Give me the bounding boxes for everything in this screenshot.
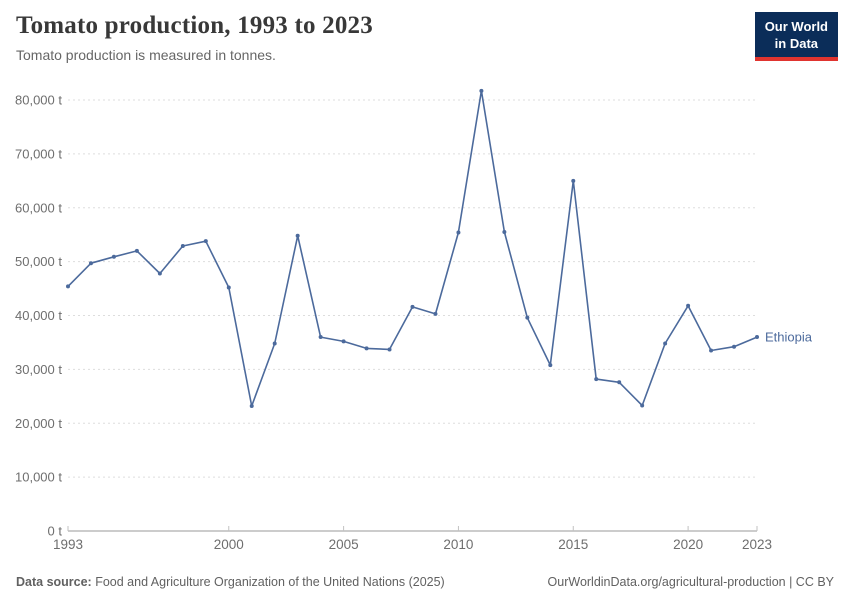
data-point[interactable]	[456, 230, 461, 235]
series-line-ethiopia[interactable]	[67, 90, 758, 407]
data-point[interactable]	[433, 311, 438, 316]
data-point[interactable]	[66, 284, 70, 289]
y-tick-label: 60,000 t	[15, 200, 62, 215]
data-point[interactable]	[203, 239, 208, 244]
data-point[interactable]	[755, 335, 759, 340]
y-tick-label: 70,000 t	[15, 146, 62, 161]
data-point[interactable]	[88, 261, 93, 266]
data-point[interactable]	[686, 303, 691, 308]
x-tick-label: 1993	[53, 537, 83, 552]
y-tick-label: 50,000 t	[15, 254, 62, 269]
data-point[interactable]	[272, 341, 277, 346]
chart-footer: Data source: Food and Agriculture Organi…	[16, 575, 834, 589]
series-label-ethiopia[interactable]: Ethiopia	[765, 330, 813, 345]
data-source-text: Food and Agriculture Organization of the…	[91, 575, 445, 589]
data-point[interactable]	[341, 339, 346, 344]
data-source-label: Data source:	[16, 575, 92, 589]
title-block: Tomato production, 1993 to 2023 Tomato p…	[16, 12, 373, 63]
data-point[interactable]	[732, 344, 737, 349]
data-point[interactable]	[502, 229, 507, 234]
y-tick-label: 40,000 t	[15, 308, 62, 323]
data-point[interactable]	[410, 304, 415, 309]
data-source-note: Data source: Food and Agriculture Organi…	[16, 575, 445, 589]
y-tick-label: 30,000 t	[15, 362, 62, 377]
y-tick-label: 20,000 t	[15, 416, 62, 431]
credit-link[interactable]: OurWorldinData.org/agricultural-producti…	[547, 575, 834, 589]
y-tick-label: 10,000 t	[15, 470, 62, 485]
data-point[interactable]	[663, 341, 668, 346]
chart-header: Tomato production, 1993 to 2023 Tomato p…	[16, 12, 838, 63]
data-point[interactable]	[548, 363, 553, 368]
data-point[interactable]	[111, 254, 116, 259]
data-point[interactable]	[617, 380, 622, 385]
x-tick-label: 2020	[673, 537, 703, 552]
x-tick-label: 2015	[558, 537, 588, 552]
data-point[interactable]	[387, 347, 392, 352]
data-point[interactable]	[180, 244, 185, 249]
data-point[interactable]	[134, 248, 139, 253]
data-point[interactable]	[364, 346, 369, 351]
x-tick-label: 2023	[742, 537, 772, 552]
owid-logo-line2: in Data	[774, 35, 819, 51]
data-point[interactable]	[525, 315, 530, 320]
data-point[interactable]	[640, 403, 645, 408]
data-point[interactable]	[318, 335, 323, 340]
data-point[interactable]	[594, 377, 599, 382]
data-point[interactable]	[226, 285, 231, 290]
chart-title: Tomato production, 1993 to 2023	[16, 12, 373, 39]
x-tick-label: 2005	[329, 537, 359, 552]
chart-subtitle: Tomato production is measured in tonnes.	[16, 47, 276, 63]
x-tick-label: 2010	[443, 537, 473, 552]
data-point[interactable]	[157, 271, 162, 276]
owid-logo[interactable]: Our World in Data	[754, 12, 838, 62]
x-tick-label: 2000	[214, 537, 244, 552]
y-tick-label: 80,000 t	[15, 93, 62, 108]
data-point[interactable]	[295, 233, 300, 238]
data-point[interactable]	[479, 88, 484, 93]
y-tick-label: 0 t	[48, 524, 63, 539]
data-point[interactable]	[249, 404, 254, 409]
data-point[interactable]	[709, 348, 714, 353]
owid-logo-line1: Our World	[764, 19, 828, 34]
data-point[interactable]	[571, 178, 576, 183]
